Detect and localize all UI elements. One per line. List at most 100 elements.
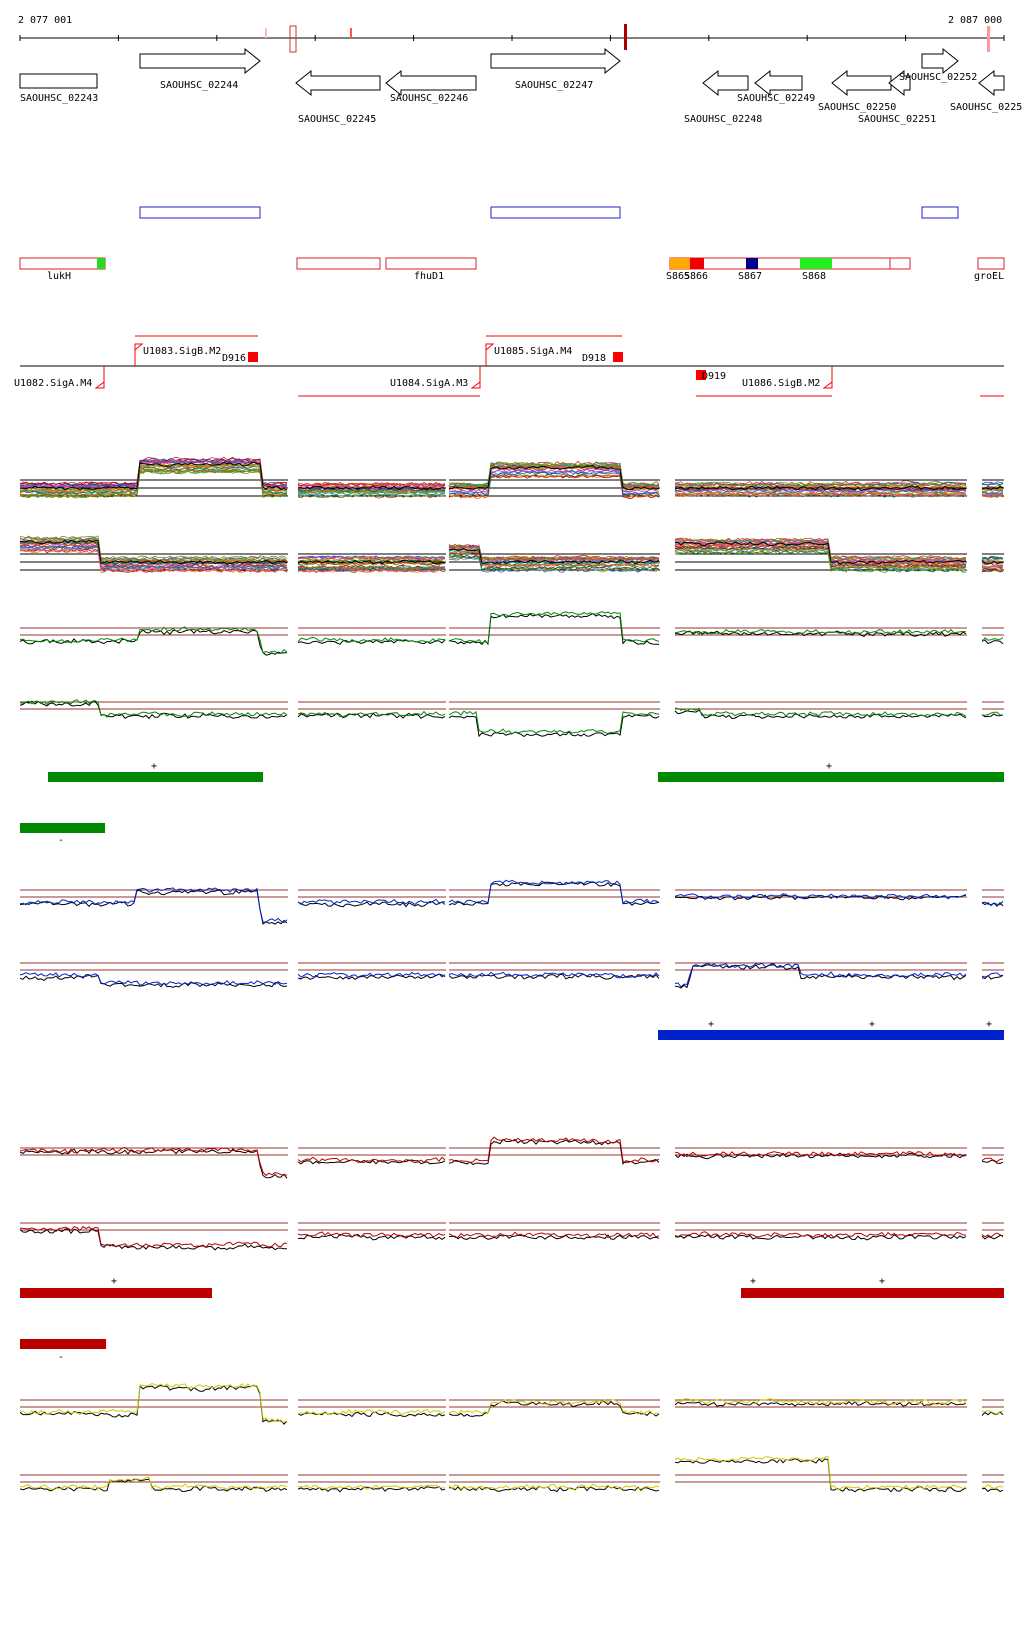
profile-line — [19, 544, 288, 569]
signal-panel — [19, 699, 1004, 738]
signal-line-colored — [674, 1150, 967, 1158]
region-bar-red[interactable] — [20, 1288, 212, 1298]
gene-arrow-reverse[interactable] — [831, 69, 892, 97]
gene-arrow-reverse[interactable] — [385, 69, 477, 97]
signal-line-colored — [981, 1232, 1004, 1238]
feature-label: S867 — [738, 271, 762, 282]
blue-region[interactable] — [921, 206, 959, 219]
gene-arrow-reverse[interactable] — [978, 69, 1005, 97]
profile-line — [981, 489, 1004, 494]
signal-line-colored — [448, 971, 660, 979]
signal-line-black — [297, 712, 446, 719]
profile-line — [981, 491, 1004, 496]
profile-line — [448, 547, 660, 565]
feature-box[interactable] — [19, 257, 106, 270]
profile-line — [19, 536, 288, 562]
gene-arrow-reverse[interactable] — [702, 69, 749, 97]
feature-track: lukH fhuD1 S865 S866 S867 S868 groEL — [19, 257, 1005, 282]
region-bar-green[interactable] — [658, 772, 1004, 782]
profile-line — [674, 544, 967, 568]
profile-line — [448, 471, 660, 496]
signal-line-black — [19, 1384, 288, 1425]
profile-line — [19, 460, 288, 489]
signal-line-colored — [981, 1157, 1004, 1163]
gene-label: SAOUHSC_02245 — [298, 114, 376, 125]
signal-line-colored — [297, 636, 445, 644]
signal-line-black — [19, 889, 288, 925]
promoter-label: U1082.SigA.M4 — [14, 378, 92, 389]
profile-panel — [19, 456, 1004, 500]
gene-arrow-forward[interactable] — [490, 47, 621, 75]
signal-line-black — [674, 1152, 967, 1160]
signal-line-black — [448, 613, 660, 646]
feature-label: S868 — [802, 271, 826, 282]
signal-line-colored — [297, 1231, 446, 1238]
feature-label: groEL — [974, 271, 1004, 282]
promoter-label: U1085.SigA.M4 — [494, 346, 572, 357]
signal-line-black — [674, 630, 967, 638]
gene-arrow-forward[interactable] — [921, 47, 959, 75]
profile-line — [981, 481, 1004, 485]
signal-line-colored — [19, 887, 288, 924]
gene-arrow-reverse[interactable] — [888, 69, 911, 97]
profile-line — [448, 546, 660, 563]
feature-label: S866 — [684, 271, 708, 282]
profile-line — [19, 548, 288, 573]
promoter-mark — [822, 366, 833, 389]
feature-segment-orange — [670, 258, 690, 269]
signal-line-colored — [297, 1156, 446, 1164]
profile-line — [298, 555, 446, 561]
gene-arrow-reverse[interactable] — [295, 69, 381, 97]
blue-region[interactable] — [490, 206, 621, 219]
strand-minus-label: - — [58, 835, 64, 846]
feature-box[interactable] — [385, 257, 477, 270]
profile-line — [674, 487, 967, 493]
profile-line — [19, 461, 288, 491]
profile-line — [981, 564, 1004, 569]
feature-segment-red — [690, 258, 704, 269]
signal-panel — [19, 879, 1004, 925]
gene-label: SAOUHSC_02248 — [684, 114, 762, 125]
profile-line — [448, 554, 660, 570]
gene-label: SAOUHSC_02244 — [160, 80, 238, 91]
gene-arrow-reverse[interactable] — [754, 69, 803, 97]
signal-panel — [19, 1456, 1004, 1493]
profile-line — [19, 539, 288, 565]
signal-line-colored — [981, 1410, 1004, 1415]
profile-line — [981, 567, 1004, 573]
profile-line — [981, 493, 1004, 498]
signal-line-black — [981, 639, 1004, 645]
signal-line-colored — [674, 1397, 967, 1406]
region-bar-green[interactable] — [20, 823, 105, 833]
signal-line-black — [19, 700, 288, 720]
feature-box[interactable] — [977, 257, 1005, 270]
profile-line — [297, 556, 446, 562]
blue-region[interactable] — [139, 206, 261, 219]
signal-line-black — [19, 974, 288, 988]
region-bar-blue[interactable] — [658, 1030, 1004, 1040]
signal-line-black — [297, 1159, 446, 1165]
signal-line-black — [297, 1411, 446, 1418]
gene-arrow-forward[interactable] — [139, 47, 261, 75]
profile-line — [448, 545, 660, 562]
signal-line-black — [448, 1485, 660, 1493]
region-bar-green[interactable] — [48, 772, 263, 782]
blue-annotation-track — [139, 206, 959, 219]
feature-box[interactable] — [669, 257, 911, 270]
signal-line-black — [448, 881, 660, 906]
signal-line-colored — [297, 1484, 446, 1490]
signal-line-black — [674, 709, 967, 720]
gene-label: SAOUHSC_02243 — [20, 93, 98, 104]
feature-box[interactable] — [296, 257, 381, 270]
feature-label: lukH — [47, 271, 71, 282]
strand-minus-label: - — [58, 1352, 64, 1363]
region-bar-red[interactable] — [741, 1288, 1004, 1298]
signal-line-black — [19, 1478, 288, 1492]
signal-line-colored — [674, 1456, 967, 1490]
gene-box[interactable] — [19, 73, 98, 89]
profile-line — [674, 541, 967, 565]
profile-line — [674, 481, 967, 487]
region-bar-red[interactable] — [20, 1339, 106, 1349]
profile-line — [674, 540, 967, 564]
